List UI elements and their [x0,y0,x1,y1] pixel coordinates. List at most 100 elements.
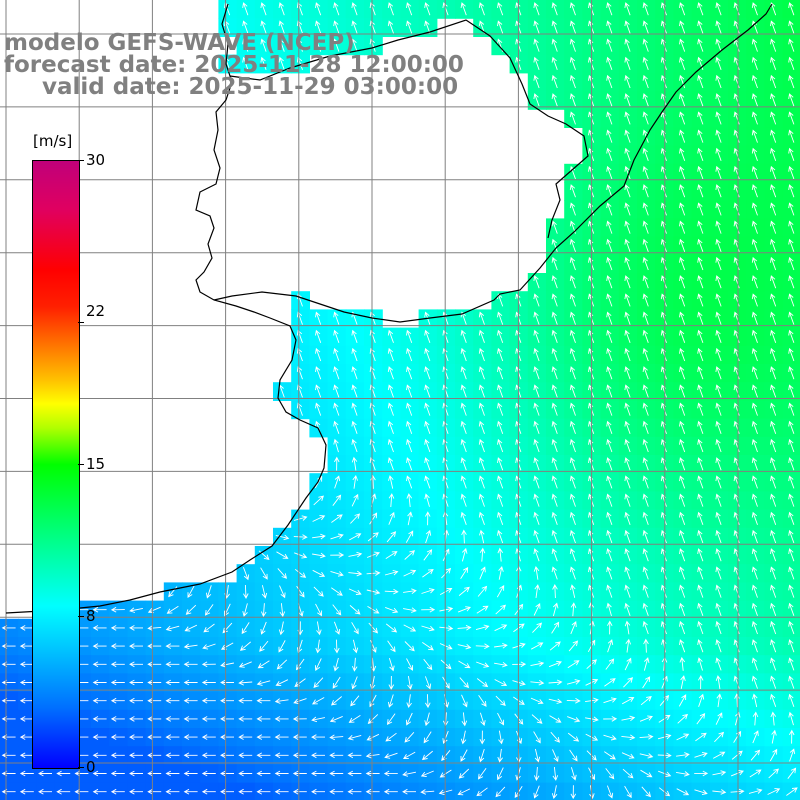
wind-arrow [496,767,504,781]
wind-arrow [442,438,449,453]
wind-arrow [403,588,417,594]
wind-arrow [751,493,758,507]
wind-arrow [365,770,380,777]
wind-arrow [788,56,795,70]
wind-arrow [551,621,560,634]
wind-arrow [623,677,634,688]
wind-arrow [497,493,504,507]
colorbar-tick-mark [78,616,84,617]
wind-arrow [679,602,686,616]
wind-arrow [715,493,722,507]
wind-arrow [715,74,722,89]
wind-arrow [424,402,431,416]
wind-arrow [569,74,576,89]
wind-arrow [621,697,635,705]
wind-arrow [715,457,722,471]
wind-arrow [220,697,234,704]
wind-arrow [533,74,540,89]
wind-arrow [770,657,777,671]
wind-arrow [220,734,234,740]
wind-arrow [261,585,268,599]
wind-arrow [405,712,413,726]
wind-arrow [788,529,795,544]
wind-arrow [406,347,413,362]
wind-cell [782,600,800,620]
wind-arrow [569,38,576,52]
wind-arrow [679,20,686,34]
wind-arrow [424,712,430,727]
wind-arrow [201,661,216,668]
wind-arrow [605,658,615,670]
wind-arrow [788,147,795,161]
wind-arrow [497,366,504,380]
wind-arrow [694,770,709,777]
wind-arrow [92,606,107,613]
wind-arrow [697,74,704,89]
wind-arrow [165,625,180,632]
wind-arrow [694,789,708,796]
wind-arrow [642,566,649,580]
wind-arrow [279,603,286,618]
wind-cell [782,345,800,365]
wind-arrow [568,640,579,652]
wind-arrow [442,329,449,343]
wind-arrow [697,366,704,380]
wind-arrow [733,438,740,453]
wind-arrow [624,74,631,89]
wind-arrow [733,602,740,616]
wind-arrow [788,2,795,16]
wind-arrow [679,639,686,653]
wind-arrow [460,402,467,416]
wind-arrow [238,752,253,759]
wind-arrow [238,716,253,722]
wind-arrow [789,729,795,744]
wind-arrow [733,147,740,161]
wind-arrow [19,752,34,759]
wind-arrow [366,733,380,741]
wind-arrow [334,456,340,471]
wind-arrow [351,384,358,398]
wind-arrow [788,202,795,216]
wind-arrow [624,111,631,125]
wind-arrow [424,475,431,489]
wind-arrow [551,329,558,343]
wind-arrow [19,716,34,722]
wind-arrow [697,202,704,216]
wind-arrow [733,129,740,143]
wind-arrow [606,785,614,799]
wind-arrow [348,551,363,558]
wind-arrow [442,347,449,362]
wind-arrow [274,698,289,704]
wind-arrow [333,657,339,672]
wind-arrow [552,749,559,763]
wind-arrow [642,329,649,343]
wind-arrow [38,788,52,795]
wind-arrow [603,697,617,704]
wind-arrow [184,624,198,632]
wind-arrow [678,694,687,707]
wind-arrow [241,622,250,635]
wind-arrow [733,293,740,307]
wind-arrow [460,347,467,362]
wind-arrow [680,675,686,689]
wind-arrow [387,20,394,34]
wind-arrow [293,698,307,705]
wind-arrow [715,275,722,289]
wind-arrow [679,220,686,234]
wind-arrow [788,493,795,507]
wind-arrow [733,657,740,671]
wind-arrow [569,20,576,34]
wind-arrow [695,732,707,742]
wind-arrow [603,716,618,722]
wind-arrow [402,751,416,759]
wind-arrow [642,402,649,416]
wind-arrow [129,679,143,686]
wind-arrow [402,788,416,795]
wind-arrow [715,657,722,671]
wind-arrow [642,584,649,598]
wind-arrow [387,384,394,398]
wind-arrow [110,716,125,722]
wind-arrow [295,658,305,671]
wind-arrow [147,752,162,759]
wind-arrow [624,220,631,234]
